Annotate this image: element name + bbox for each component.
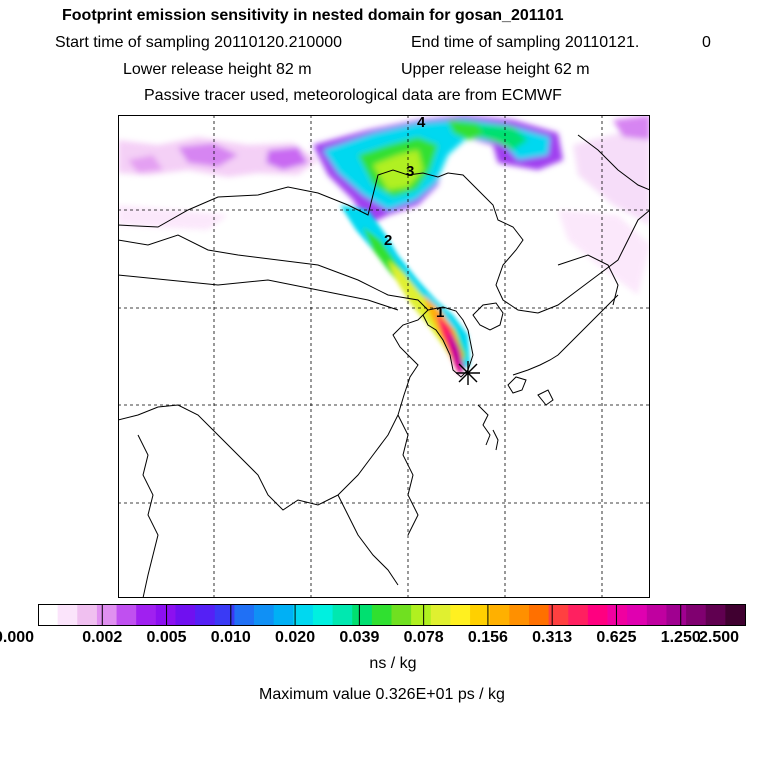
colorbar-cell	[77, 604, 98, 626]
colorbar-tick-label: 0.039	[339, 629, 380, 646]
colorbar-cell	[627, 604, 648, 626]
colorbar-cell	[548, 604, 569, 626]
colorbar-cell	[371, 604, 392, 626]
colorbar-cell	[352, 604, 373, 626]
footprint-plume	[118, 115, 650, 375]
colorbar-tick-label: 0.156	[467, 629, 508, 646]
colorbar-cell	[430, 604, 451, 626]
colorbar-tick-label: 2.500	[699, 629, 740, 646]
trajectory-label-1: 1	[436, 304, 444, 321]
colorbar-tick-label: 0.020	[275, 629, 316, 646]
colorbar-cell	[646, 604, 667, 626]
colorbar-tick-label: 0.313	[532, 629, 573, 646]
colorbar-cell	[568, 604, 589, 626]
start-time-label: Start time of sampling 20110120.210000	[55, 34, 343, 51]
colorbar	[38, 604, 746, 626]
trajectory-label-3: 3	[406, 163, 414, 180]
colorbar-tick-label: 0.002	[82, 629, 123, 646]
colorbar-cell	[254, 604, 275, 626]
colorbar-cell	[332, 604, 353, 626]
maximum-value: Maximum value 0.326E+01 ps / kg	[259, 686, 505, 703]
colorbar-tick-label: 0.625	[596, 629, 637, 646]
colorbar-cell	[725, 604, 746, 626]
colorbar-tick-label: 0.000	[0, 629, 35, 646]
colorbar-cell	[587, 604, 608, 626]
colorbar-cell	[214, 604, 235, 626]
colorbar-cell	[686, 604, 707, 626]
colorbar-cell	[666, 604, 687, 626]
colorbar-cell	[411, 604, 432, 626]
colorbar-cell	[273, 604, 294, 626]
colorbar-cell	[489, 604, 510, 626]
colorbar-cell	[175, 604, 196, 626]
colorbar-cell	[155, 604, 176, 626]
colorbar-cell	[528, 604, 550, 626]
colorbar-cell	[509, 604, 530, 626]
colorbar-cell	[234, 604, 255, 626]
colorbar-tick-label: 0.078	[403, 629, 444, 646]
colorbar-unit: ns / kg	[369, 655, 417, 672]
colorbar-cell	[57, 604, 78, 626]
colorbar-cell	[391, 604, 412, 626]
colorbar-cell	[450, 604, 471, 626]
trajectory-label-4: 4	[417, 115, 426, 131]
tracer-note: Passive tracer used, meteorological data…	[144, 87, 562, 104]
colorbar-cell	[195, 604, 216, 626]
lower-release-height: Lower release height 82 m	[123, 61, 312, 78]
upper-release-height: Upper release height 62 m	[401, 61, 590, 78]
colorbar-tick-label: 1.250	[660, 629, 701, 646]
end-time-suffix: 0	[702, 34, 711, 51]
plot-title: Footprint emission sensitivity in nested…	[62, 7, 564, 24]
colorbar-cell	[312, 604, 333, 626]
receptor-asterisk-icon	[456, 361, 480, 385]
trajectory-label-2: 2	[384, 232, 392, 249]
colorbar-cell	[96, 604, 117, 626]
colorbar-cell	[293, 604, 314, 626]
colorbar-cell	[136, 604, 157, 626]
colorbar-tick-label: 0.005	[146, 629, 187, 646]
colorbar-cell	[470, 604, 491, 626]
footprint-map: 4 3 2 1	[118, 115, 650, 598]
colorbar-cell	[705, 604, 726, 626]
colorbar-tick-label: 0.010	[210, 629, 251, 646]
colorbar-cell	[607, 604, 628, 626]
end-time-label: End time of sampling 20110121.	[411, 34, 640, 51]
colorbar-cell	[38, 604, 59, 626]
colorbar-cell	[116, 604, 137, 626]
lat-lon-grid	[118, 115, 650, 598]
